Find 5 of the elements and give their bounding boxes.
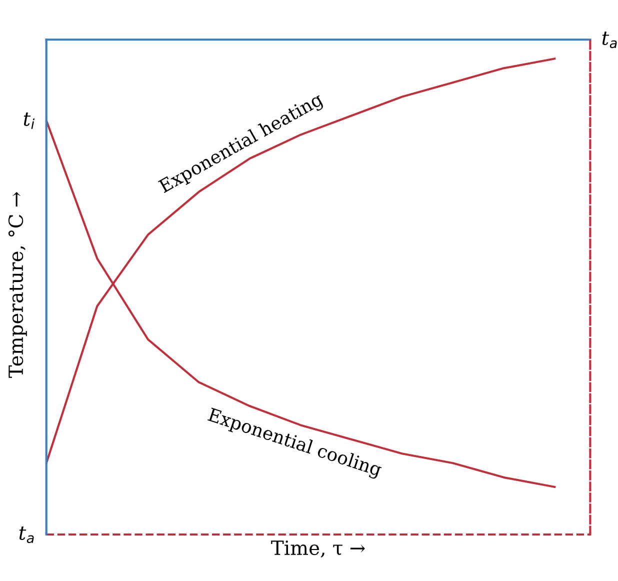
text: t$_{i}$: [24, 112, 35, 129]
x-axis-title: Time, τ →: [271, 540, 365, 558]
y-axis-title: Temperature, °C →: [8, 192, 27, 378]
ref-line-label: t$_{a}$: [19, 526, 34, 544]
ref-line-label: t$_{a}$: [602, 32, 617, 48]
